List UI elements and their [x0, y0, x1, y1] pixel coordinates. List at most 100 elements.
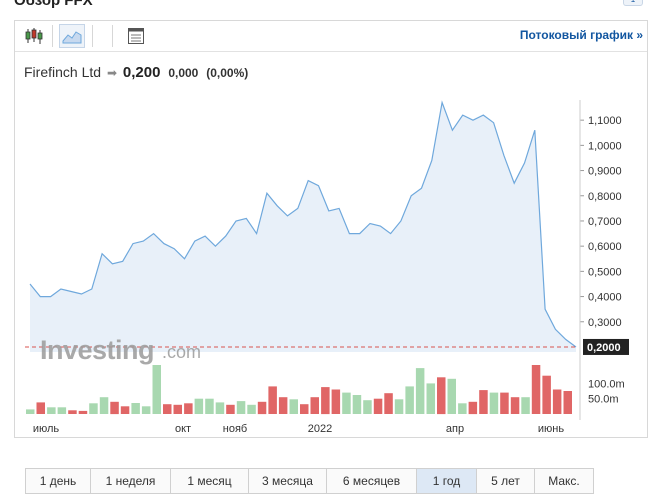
volume-bar [426, 383, 435, 414]
y-tick-label: 0,5000 [588, 266, 622, 278]
volume-bar [552, 389, 562, 414]
y-tick-label: 0,9000 [588, 166, 622, 178]
price-line [29, 100, 577, 348]
unchanged-arrow-icon: ➡ [106, 66, 117, 80]
volume-bar [131, 403, 140, 414]
time-axis: июль окт нояб 2022 апр июнь [33, 423, 565, 435]
volume-bar [458, 403, 467, 414]
x-tick-label: нояб [223, 423, 247, 435]
volume-bar [278, 397, 288, 414]
volume-bar [226, 404, 235, 414]
y-tick-label: 0,8000 [588, 191, 622, 203]
y-tick-label: 0,3000 [588, 317, 622, 329]
period-button[interactable]: 3 месяца [249, 469, 327, 493]
volume-bar [68, 410, 77, 414]
volume-bar [215, 402, 225, 414]
quote-header: Firefinch Ltd ➡ 0,200 0,000 (0,00%) [24, 64, 248, 81]
volume-bar [163, 404, 172, 414]
volume-bar [310, 397, 319, 414]
watermark-brand: Investing [40, 335, 154, 365]
volume-bar [300, 404, 309, 414]
x-tick-label: апр [446, 423, 464, 435]
volume-bar [468, 401, 478, 415]
table-icon[interactable] [123, 24, 149, 48]
volume-bar [437, 377, 446, 415]
volume-bar [257, 401, 267, 415]
chart-toolbar: Потоковый график » [15, 21, 647, 52]
period-button[interactable]: 1 неделя [91, 469, 171, 493]
x-tick-label: июнь [538, 423, 564, 435]
watermark-suffix: .com [162, 342, 201, 362]
price-chart[interactable]: 1,1000 1,0000 0,9000 0,8000 0,7000 0,6000 0,50… [0, 0, 657, 465]
volume-bar [173, 404, 182, 414]
volume-bar [510, 397, 520, 414]
volume-bar [289, 399, 298, 414]
volume-bar [363, 400, 372, 414]
volume-bar [99, 397, 109, 414]
volume-bar [447, 378, 456, 414]
volume-bar [57, 407, 67, 414]
volume-bar [26, 409, 35, 414]
y-tick-label: 1,1000 [588, 115, 622, 127]
y-tick-label: 0,6000 [588, 241, 622, 253]
volume-bar [352, 395, 362, 414]
period-button[interactable]: 1 месяц [171, 469, 249, 493]
price-change-percent: (0,00%) [206, 66, 249, 80]
volume-bar [331, 389, 341, 414]
volume-bar [394, 399, 404, 414]
period-button[interactable]: 5 лет [477, 469, 535, 493]
volume-bar [405, 386, 414, 414]
volume-bar [321, 387, 330, 415]
volume-bar [89, 403, 98, 414]
period-selector: 1 день 1 неделя 1 месяц 3 месяца 6 месяцев 1 … [25, 468, 594, 494]
volume-bar [268, 386, 277, 414]
volume-bar [152, 365, 161, 414]
toolbar-divider [92, 25, 93, 47]
volume-bar [141, 406, 151, 414]
volume-bar [247, 404, 256, 414]
investing-logo: Investing .com [40, 335, 201, 365]
volume-bar [563, 391, 572, 414]
corner-badge[interactable]: 1 [623, 0, 643, 6]
toolbar-divider [52, 25, 53, 47]
volume-bars [26, 365, 572, 415]
x-tick-label: окт [175, 423, 191, 435]
volume-bar [120, 406, 130, 414]
price-change: 0,000 [168, 66, 199, 80]
period-button[interactable]: 1 год [417, 469, 477, 493]
x-tick-label: июль [33, 423, 60, 435]
volume-bar [542, 375, 551, 414]
volume-axis: 100.0m 50.0m [588, 378, 625, 405]
page-title-fragment: Обзор FFX [14, 0, 93, 9]
volume-bar [236, 401, 246, 414]
volume-bar [384, 393, 393, 414]
stream-chart-link[interactable]: Потоковый график » [519, 28, 643, 42]
price-area [30, 102, 576, 352]
volume-tick-label: 50.0m [588, 394, 619, 406]
period-button[interactable]: 1 день [26, 469, 91, 493]
current-price-badge: 0,2000 [583, 338, 629, 355]
volume-bar [500, 392, 509, 414]
candlestick-icon[interactable] [21, 24, 47, 48]
volume-bar [521, 397, 530, 414]
volume-bar [205, 398, 214, 414]
volume-bar [342, 392, 351, 414]
period-button[interactable]: 6 месяцев [327, 469, 417, 493]
volume-bar [415, 368, 425, 414]
volume-bar [373, 398, 383, 414]
current-price-label: 0,2000 [587, 342, 621, 354]
period-button[interactable]: Макс. [548, 474, 580, 488]
area-chart-icon[interactable] [59, 24, 85, 48]
volume-bar [184, 403, 193, 414]
toolbar-divider [112, 25, 113, 47]
volume-bar [36, 402, 45, 414]
volume-bar [47, 407, 56, 414]
volume-bar [110, 401, 119, 415]
instrument-name: Firefinch Ltd [24, 64, 102, 80]
y-tick-label: 0,4000 [588, 292, 622, 304]
volume-bar [489, 392, 499, 414]
volume-tick-label: 100.0m [588, 378, 625, 390]
volume-bar [479, 390, 488, 414]
last-price: 0,200 [122, 64, 161, 81]
volume-bar [78, 410, 88, 414]
